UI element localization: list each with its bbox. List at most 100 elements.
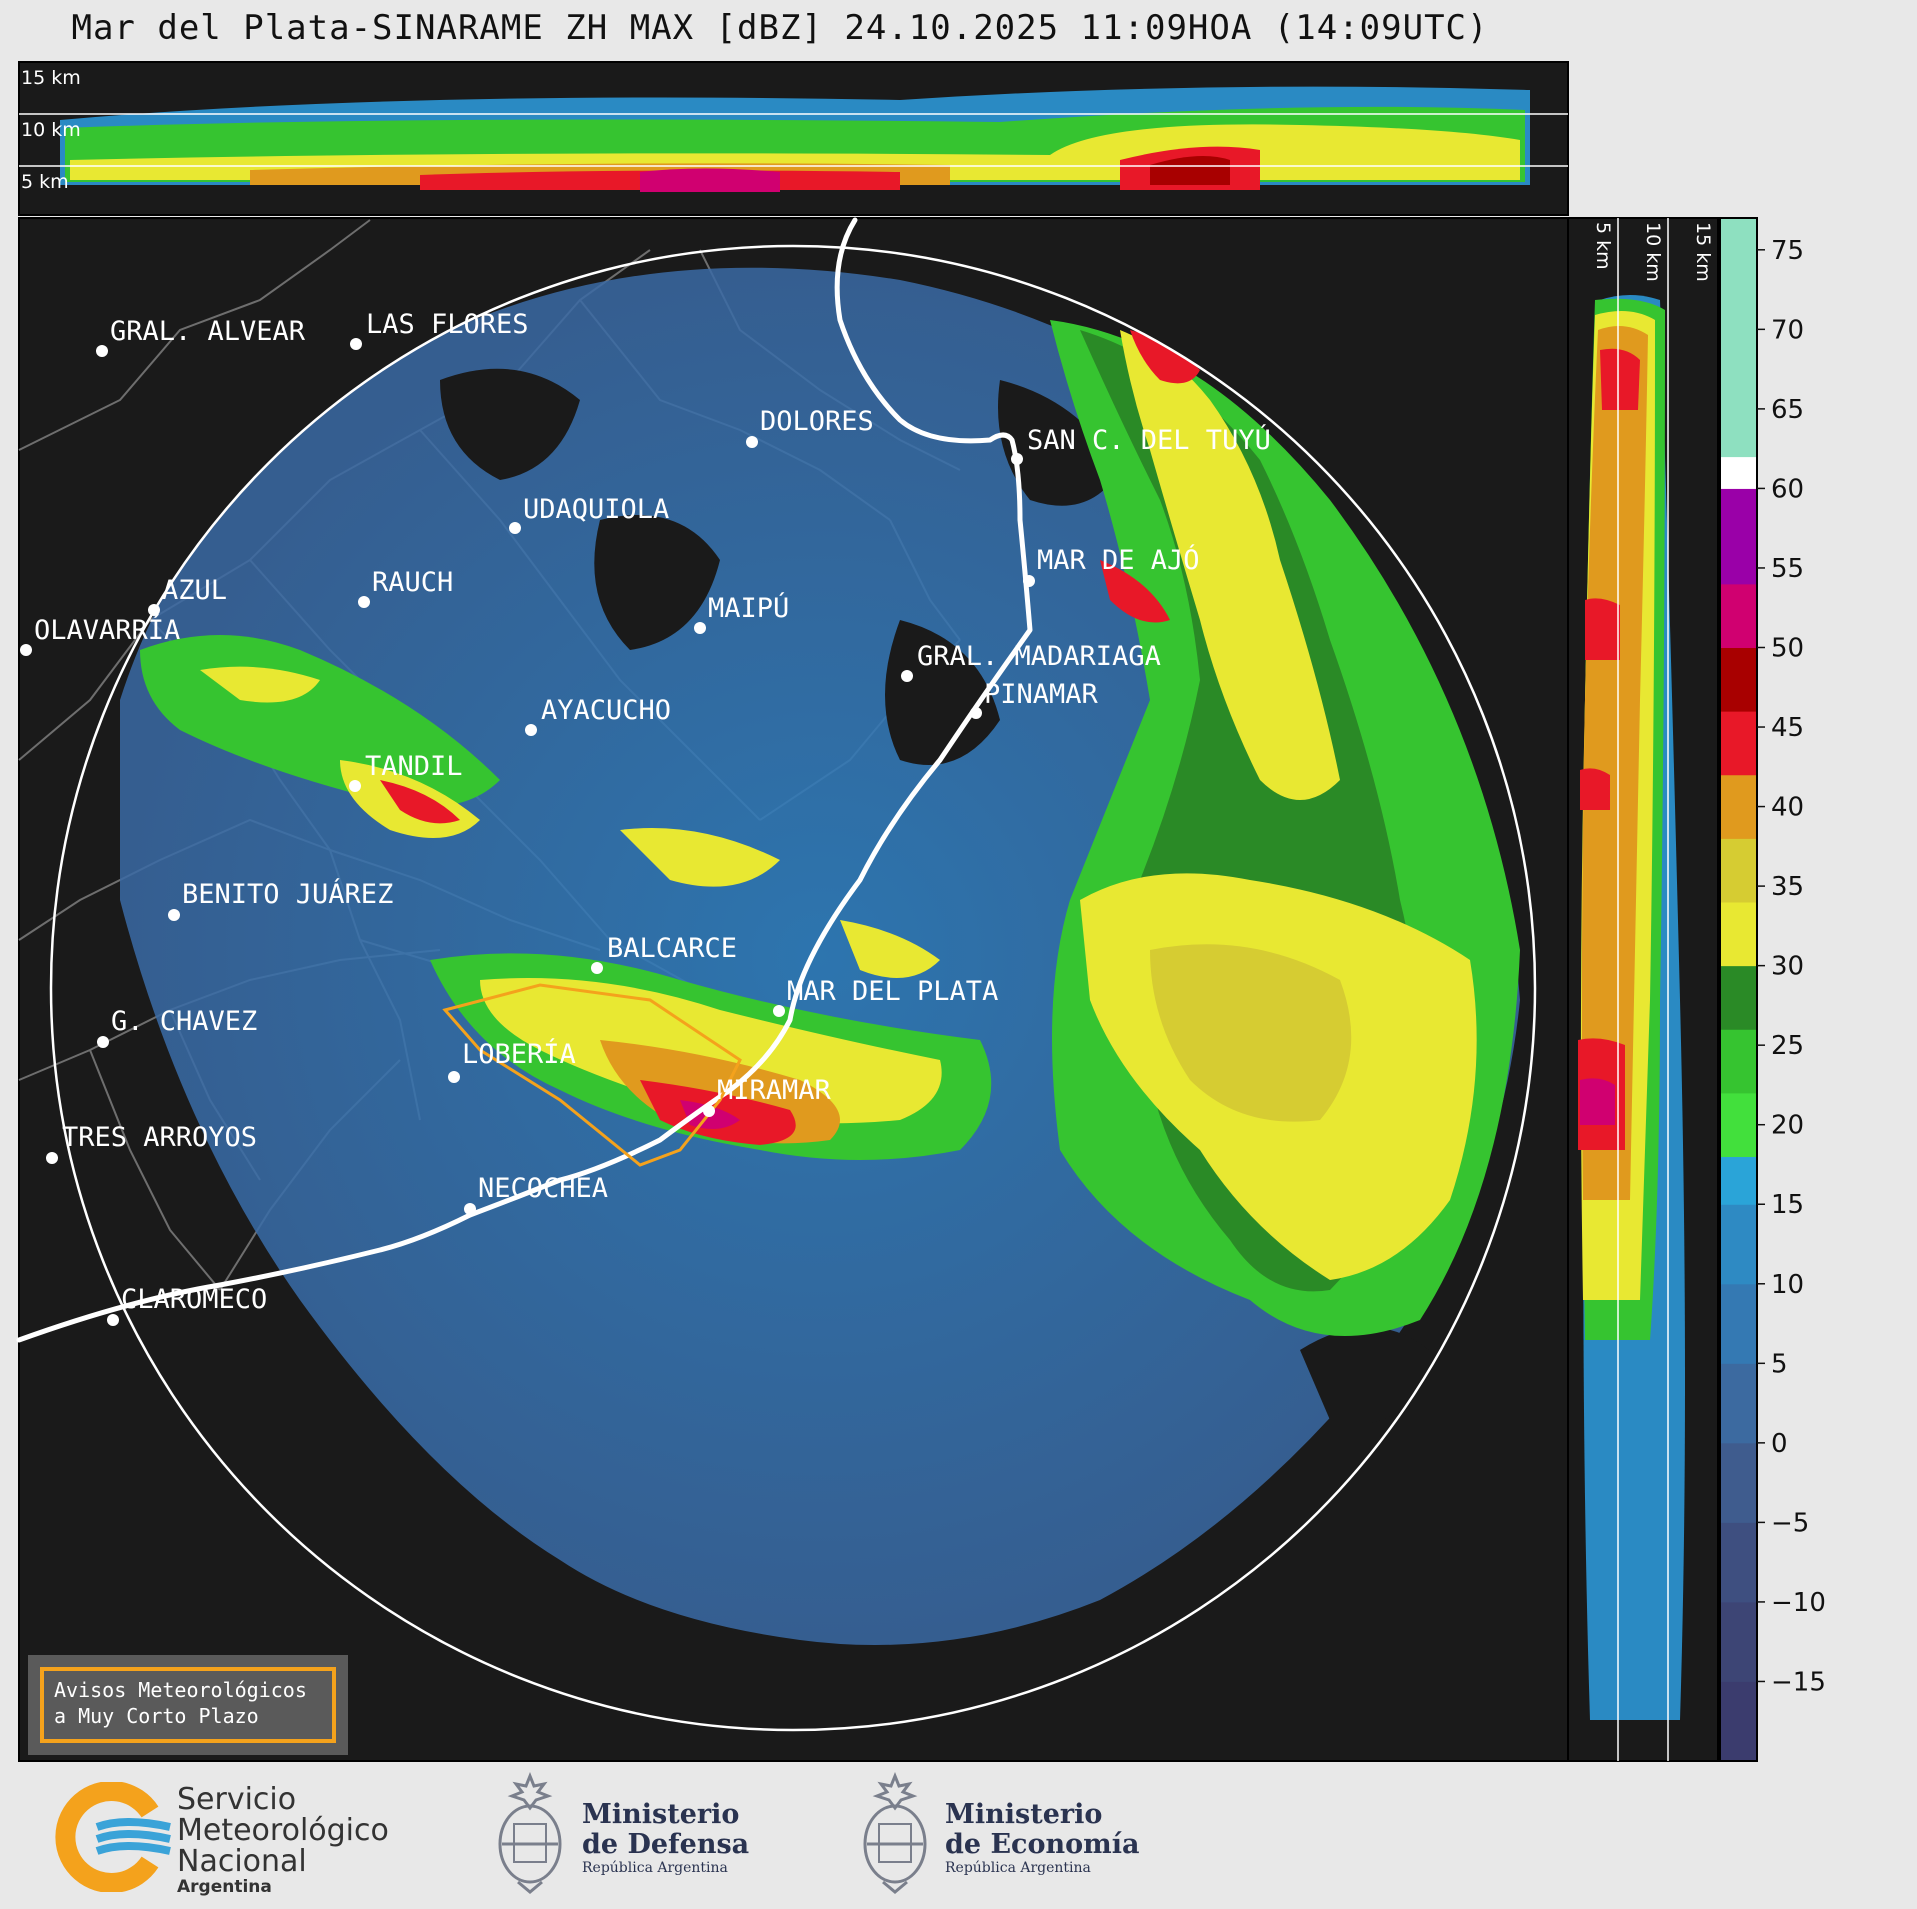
- svg-text:MAR DE AJÓ: MAR DE AJÓ: [1037, 544, 1200, 576]
- colorbar-band: [1720, 1029, 1757, 1094]
- colorbar-band: [1720, 1156, 1757, 1205]
- colorbar-tick-label: 40: [1771, 793, 1804, 823]
- city-markers: GRAL. ALVEAR LAS FLORES DOLORES SAN C. D…: [20, 309, 1271, 1326]
- colorbar-tick-label: 70: [1771, 315, 1804, 345]
- map-title: Mar del Plata-SINARAME ZH MAX [dBZ] 24.1…: [71, 8, 1489, 48]
- colorbar-band: [1720, 520, 1757, 585]
- warning-legend-line1: Avisos Meteorológicos: [54, 1678, 307, 1702]
- defensa-logo: Ministerio de Defensa República Argentin…: [490, 1772, 790, 1902]
- city-g-chavez: G. CHAVEZ: [97, 1006, 257, 1048]
- economia-sub: República Argentina: [945, 1860, 1091, 1876]
- svg-text:BALCARCE: BALCARCE: [607, 933, 737, 964]
- colorbar-bands: [1720, 218, 1757, 1762]
- colorbar-tick-label: 75: [1771, 236, 1804, 266]
- smn-line3: Nacional: [177, 1844, 307, 1879]
- city-gral-madariaga: GRAL. MADARIAGA: [901, 641, 1161, 682]
- radar-range-ring: [49, 244, 1537, 1732]
- colorbar-band: [1720, 1601, 1757, 1682]
- colorbar-tick-label: 25: [1771, 1031, 1804, 1061]
- economia-line2: de Economía: [945, 1829, 1140, 1860]
- colorbar-tick-label: 30: [1771, 952, 1804, 982]
- smn-logo: Servicio Meteorológico Nacional Argentin…: [55, 1782, 395, 1897]
- top-10km-label: 10 km: [21, 119, 81, 141]
- colorbar-tick-label: −15: [1771, 1667, 1826, 1697]
- svg-text:MAIPÚ: MAIPÚ: [708, 592, 789, 624]
- city-loberia: LOBERÍA: [448, 1038, 576, 1083]
- warning-legend: Avisos Meteorológicos a Muy Corto Plazo: [28, 1655, 348, 1755]
- svg-text:RAUCH: RAUCH: [372, 567, 453, 598]
- city-ayacucho: AYACUCHO: [525, 695, 671, 736]
- colorbar-band: [1720, 1522, 1757, 1603]
- city-olavarria: OLAVARRÍA: [20, 614, 180, 656]
- defensa-line2: de Defensa: [582, 1829, 750, 1860]
- defensa-line1: Ministerio: [582, 1799, 740, 1830]
- side-10km-label: 10 km: [1642, 222, 1664, 282]
- svg-text:GRAL. ALVEAR: GRAL. ALVEAR: [110, 316, 306, 347]
- colorbar-tick-label: 60: [1771, 474, 1804, 504]
- svg-text:PINAMAR: PINAMAR: [984, 679, 1099, 710]
- top-15km-label: 15 km: [21, 67, 81, 89]
- side-15km-label: 15 km: [1692, 222, 1714, 282]
- svg-text:UDAQUIOLA: UDAQUIOLA: [523, 494, 669, 525]
- colorbar-band: [1720, 838, 1757, 903]
- city-balcarce: BALCARCE: [591, 933, 737, 974]
- svg-text:G. CHAVEZ: G. CHAVEZ: [111, 1006, 257, 1037]
- city-mar-del-plata: MAR DEL PLATA: [773, 976, 998, 1017]
- colorbar-band: [1720, 647, 1757, 712]
- coat-of-arms-icon: [498, 1772, 562, 1894]
- colorbar-tick-label: 35: [1771, 872, 1804, 902]
- colorbar-tick-label: −10: [1771, 1588, 1826, 1618]
- city-san-c-del-tuyu: SAN C. DEL TUYÚ: [1011, 424, 1271, 465]
- colorbar-band: [1720, 488, 1757, 521]
- smn-line2: Meteorológico: [177, 1813, 389, 1848]
- colorbar-tick-label: 0: [1771, 1429, 1788, 1459]
- economia-logo: Ministerio de Economía República Argenti…: [855, 1772, 1175, 1902]
- city-necochea: NECOCHEA: [464, 1173, 608, 1215]
- coat-of-arms-icon: [863, 1772, 927, 1894]
- svg-text:BENITO JUÁREZ: BENITO JUÁREZ: [182, 878, 393, 910]
- side-profile-panel: 5 km 10 km 15 km: [1567, 217, 1719, 1762]
- svg-text:DOLORES: DOLORES: [760, 406, 874, 437]
- svg-text:GRAL. MADARIAGA: GRAL. MADARIAGA: [917, 641, 1161, 672]
- svg-text:TANDIL: TANDIL: [365, 751, 463, 782]
- colorbar-tick-label: 10: [1771, 1270, 1804, 1300]
- top-5km-label: 5 km: [21, 171, 69, 193]
- city-rauch: RAUCH: [358, 567, 453, 608]
- side-5km-label: 5 km: [1592, 222, 1614, 270]
- city-pinamar: PINAMAR: [970, 679, 1099, 719]
- city-gral-alvear: GRAL. ALVEAR: [96, 316, 306, 357]
- colorbar-band: [1720, 456, 1757, 489]
- city-azul: AZUL: [148, 575, 227, 616]
- svg-text:SAN C. DEL TUYÚ: SAN C. DEL TUYÚ: [1027, 424, 1271, 456]
- radar-map-panel: GRAL. ALVEAR LAS FLORES DOLORES SAN C. D…: [16, 217, 1569, 1762]
- colorbar-band: [1720, 1283, 1757, 1364]
- smn-line1: Servicio: [177, 1782, 297, 1817]
- colorbar-tick-label: 50: [1771, 633, 1804, 663]
- city-benito-juarez: BENITO JUÁREZ: [168, 878, 393, 921]
- city-las-flores: LAS FLORES: [350, 309, 529, 350]
- svg-text:MAR DEL PLATA: MAR DEL PLATA: [787, 976, 998, 1007]
- svg-text:MIRAMAR: MIRAMAR: [717, 1075, 832, 1106]
- colorbar-tick-label: 55: [1771, 554, 1804, 584]
- colorbar-tick-label: 20: [1771, 1111, 1804, 1141]
- smn-emblem-icon: [55, 1782, 171, 1892]
- colorbar-band: [1720, 1363, 1757, 1444]
- colorbar-band: [1720, 965, 1757, 1030]
- svg-text:AYACUCHO: AYACUCHO: [541, 695, 671, 726]
- svg-text:NECOCHEA: NECOCHEA: [478, 1173, 608, 1204]
- smn-sub: Argentina: [177, 1877, 272, 1897]
- city-udaquiola: UDAQUIOLA: [509, 494, 669, 534]
- coastline: [16, 217, 1033, 1343]
- economia-line1: Ministerio: [945, 1799, 1103, 1830]
- city-maipu: MAIPÚ: [694, 592, 789, 634]
- colorbar-band: [1720, 774, 1757, 839]
- colorbar-tick-label: 15: [1771, 1190, 1804, 1220]
- warning-polygon: [442, 983, 742, 1167]
- colorbar-tick-label: 5: [1771, 1349, 1788, 1379]
- colorbar-band: [1720, 1442, 1757, 1523]
- city-mar-de-ajo: MAR DE AJÓ: [1023, 544, 1200, 587]
- colorbar-band: [1720, 1204, 1757, 1285]
